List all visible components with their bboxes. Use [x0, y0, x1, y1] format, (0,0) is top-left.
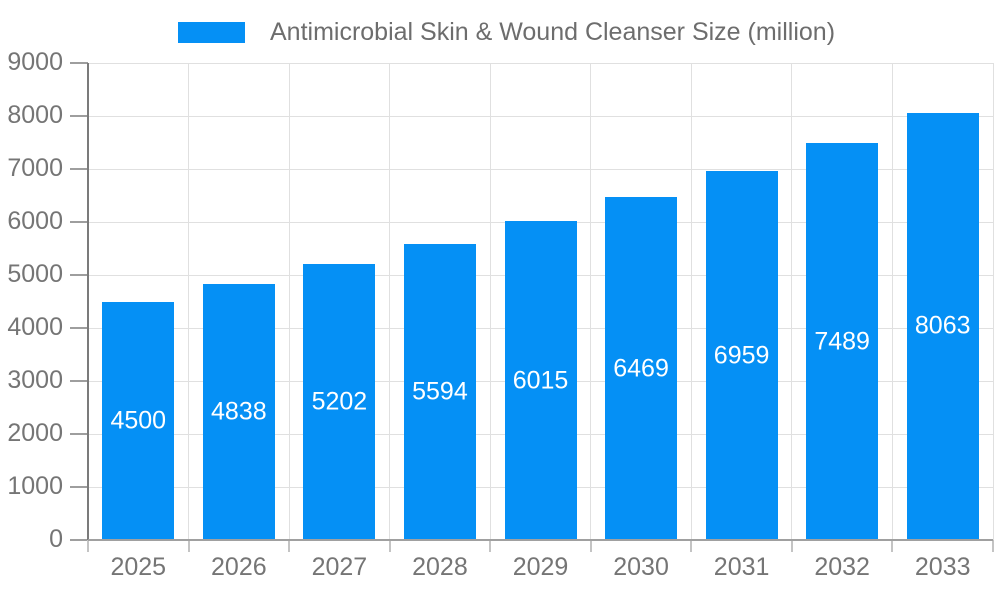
y-tick-label: 6000 — [7, 206, 63, 235]
y-axis-tick — [70, 380, 88, 382]
x-axis-tick — [388, 540, 391, 552]
v-gridline — [590, 63, 592, 540]
y-axis-tick — [70, 486, 88, 488]
v-gridline — [389, 63, 391, 540]
y-axis-tick — [70, 221, 88, 223]
bar — [906, 112, 979, 540]
y-tick-label: 4000 — [7, 312, 63, 341]
bar-value-label: 6469 — [613, 354, 669, 383]
y-tick-label: 7000 — [7, 153, 63, 182]
bar — [806, 143, 879, 540]
x-tick-label: 2027 — [311, 553, 368, 581]
y-axis-tick — [70, 433, 88, 435]
v-gridline — [891, 63, 893, 540]
v-gridline — [791, 63, 793, 540]
bar — [403, 243, 476, 540]
bar — [202, 283, 275, 540]
y-axis-tick — [70, 168, 88, 170]
y-tick-label: 9000 — [7, 47, 63, 76]
bar — [102, 301, 175, 540]
v-gridline — [188, 63, 190, 540]
x-axis-tick — [992, 540, 994, 552]
v-gridline — [992, 63, 994, 540]
x-tick-label: 2029 — [512, 553, 569, 581]
y-tick-label: 2000 — [7, 418, 63, 447]
y-axis-tick — [70, 274, 88, 276]
x-axis-baseline — [88, 539, 993, 541]
y-axis-tick — [70, 327, 88, 329]
y-axis-tick — [70, 62, 88, 64]
x-axis-tick — [690, 540, 693, 552]
x-axis-tick — [589, 540, 592, 552]
bar-value-label: 7489 — [814, 327, 870, 356]
bar — [705, 171, 778, 540]
y-axis-tick — [70, 539, 88, 541]
x-axis-tick — [187, 540, 190, 552]
x-tick-label: 2028 — [412, 553, 468, 581]
y-tick-label: 0 — [49, 524, 63, 553]
bar-value-label: 5202 — [311, 387, 368, 416]
bar-value-label: 6015 — [512, 366, 569, 395]
legend-label: Antimicrobial Skin & Wound Cleanser Size… — [270, 17, 836, 46]
x-axis-tick — [87, 540, 89, 552]
y-tick-label: 8000 — [7, 100, 63, 129]
x-tick-label: 2031 — [713, 553, 770, 581]
y-tick-label: 1000 — [7, 471, 63, 500]
bar-value-label: 6959 — [713, 341, 770, 370]
y-tick-label: 5000 — [7, 259, 63, 288]
h-gridline — [88, 168, 993, 170]
v-gridline — [288, 63, 290, 540]
bar — [605, 197, 678, 540]
bar — [504, 221, 577, 540]
bar-value-label: 5594 — [412, 377, 468, 406]
v-gridline — [489, 63, 491, 540]
bar-value-label: 4500 — [110, 406, 167, 435]
x-tick-label: 2033 — [914, 553, 971, 581]
x-tick-label: 2026 — [211, 553, 267, 581]
bar-value-label: 4838 — [211, 397, 267, 426]
bar-value-label: 8063 — [914, 311, 971, 340]
v-gridline — [690, 63, 692, 540]
y-axis-line — [87, 63, 89, 540]
x-tick-label: 2030 — [613, 553, 669, 581]
x-axis-tick — [288, 540, 291, 552]
chart-legend: Antimicrobial Skin & Wound Cleanser Size… — [178, 17, 836, 46]
x-axis-tick — [790, 540, 793, 552]
plot-area: 4500 4838 5202 5594 6015 6469 6959 7489 8063 0 10… — [7, 48, 994, 581]
bar — [303, 264, 376, 540]
x-tick-label: 2032 — [814, 553, 870, 581]
x-tick-label: 2025 — [110, 553, 167, 581]
x-axis-tick — [891, 540, 894, 552]
h-gridline — [88, 115, 993, 117]
y-axis-tick — [70, 115, 88, 117]
y-tick-label: 3000 — [7, 365, 63, 394]
x-axis-tick — [489, 540, 492, 552]
legend-swatch — [178, 21, 245, 43]
h-gridline — [88, 62, 993, 64]
